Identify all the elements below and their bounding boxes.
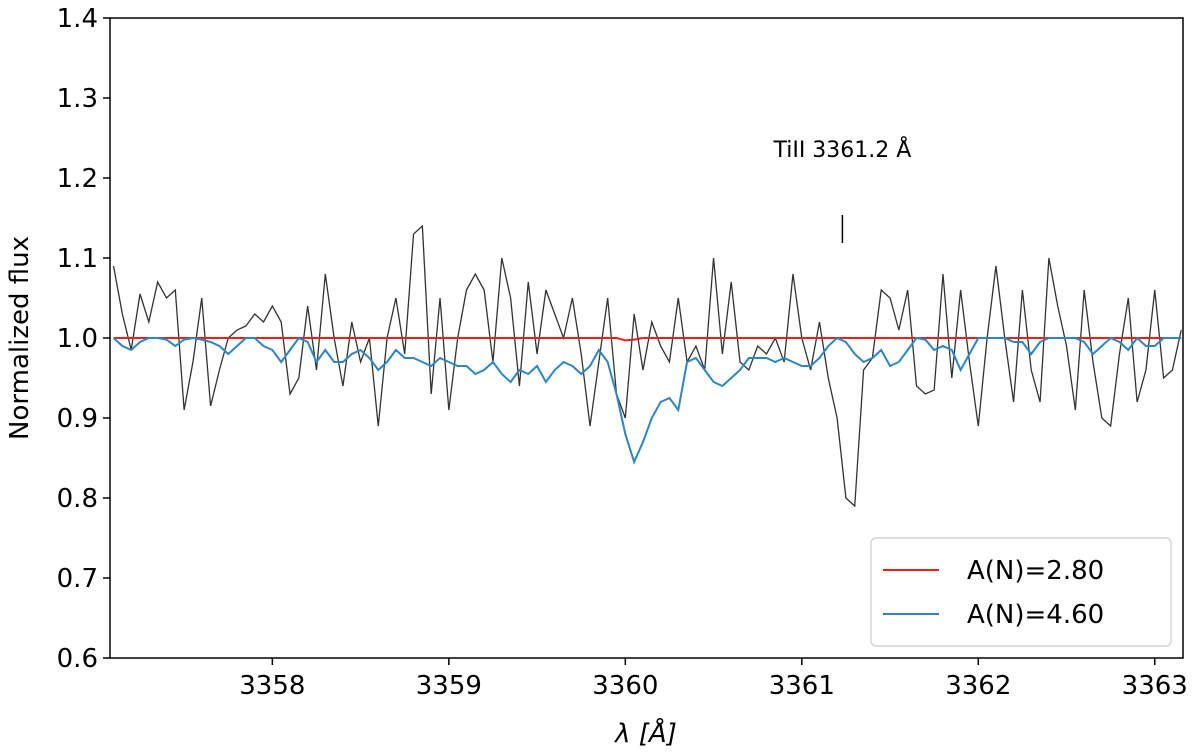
legend-label: A(N)=2.80 (967, 556, 1104, 586)
legend-box (870, 537, 1172, 647)
y-tick-label: 1.4 (57, 4, 98, 34)
x-tick-label: 3359 (416, 671, 482, 701)
x-tick-label: 3362 (945, 671, 1011, 701)
y-tick-label: 1.1 (57, 244, 98, 274)
y-tick-label: 1.2 (57, 164, 98, 194)
y-tick-label: 0.7 (57, 564, 98, 594)
y-axis-label: Normalized flux (5, 236, 35, 440)
y-tick-label: 1.0 (57, 324, 98, 354)
x-tick-label: 3361 (769, 671, 835, 701)
x-tick-label: 3360 (592, 671, 658, 701)
annotation: TiII 3361.2 Å (772, 136, 911, 163)
y-tick-label: 0.8 (57, 484, 98, 514)
x-tick-label: 3358 (239, 671, 305, 701)
plot-frame (109, 17, 1184, 659)
y-tick-label: 0.6 (57, 644, 98, 674)
x-tick-label: 3363 (1122, 671, 1188, 701)
series-line (113, 337, 1182, 342)
legend-label: A(N)=4.60 (967, 600, 1104, 630)
y-tick-label: 1.3 (57, 84, 98, 114)
x-axis-label: λ [Å] (613, 717, 677, 749)
series-line (112, 224, 1182, 508)
series-line (112, 336, 1182, 465)
y-tick-label: 0.9 (57, 404, 98, 434)
